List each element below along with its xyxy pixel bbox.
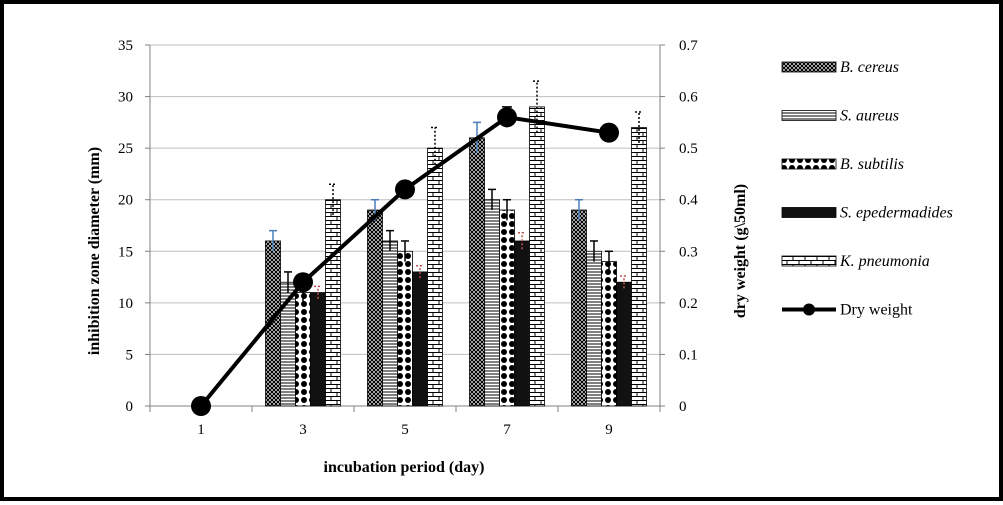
bar-0-3 — [469, 137, 485, 407]
legend-swatch-3 — [781, 207, 837, 218]
legend-swatch-0 — [781, 61, 837, 73]
y-right-tick-label: 0.1 — [679, 347, 698, 363]
y-axis-right-title: dry weight (g\50ml) — [732, 184, 749, 318]
legend-label-3: S. epedermadides — [840, 205, 953, 222]
y-left-tick-label: 35 — [118, 38, 133, 54]
bar-2-1 — [295, 292, 311, 407]
y-left-tick-label: 30 — [118, 90, 133, 106]
x-tick-label: 7 — [503, 422, 511, 438]
y-right-tick-label: 0 — [679, 399, 687, 415]
dry-weight-point — [497, 107, 517, 128]
bar-4-3 — [529, 106, 545, 407]
legend-swatch-1 — [781, 110, 837, 121]
bars — [265, 80, 647, 407]
legend-swatch-4 — [781, 255, 837, 267]
bar-1-4 — [586, 250, 602, 407]
legend-label-dry-weight: Dry weight — [840, 302, 913, 319]
dry-weight-point — [293, 272, 313, 293]
bar-4-1 — [325, 199, 341, 407]
y-left-tick-label: 5 — [126, 347, 134, 363]
legend-label-0: B. cereus — [840, 59, 899, 76]
bar-2-3 — [499, 209, 515, 407]
y-right-tick-label: 0.3 — [679, 244, 698, 260]
bar-3-4 — [616, 281, 632, 407]
y-right-tick-label: 0.2 — [679, 296, 698, 312]
y-left-tick-label: 15 — [118, 244, 133, 260]
bar-3-1 — [310, 292, 326, 407]
legend: B. cereus S. aureus B. subtilis S. epederma… — [781, 59, 953, 319]
x-tick-label: 1 — [197, 422, 205, 438]
bar-3-2 — [412, 271, 428, 407]
x-tick-label: 9 — [605, 422, 613, 438]
dry-weight-point — [191, 396, 211, 416]
y-left-tick-label: 25 — [118, 141, 133, 157]
y-right-tick-label: 0.6 — [679, 90, 698, 106]
bar-3-3 — [514, 240, 530, 407]
bar-4-2 — [427, 147, 443, 407]
legend-label-4: K. pneumonia — [839, 253, 930, 270]
bar-2-2 — [397, 250, 413, 407]
y-left-tick-label: 10 — [118, 296, 133, 312]
dry-weight-line — [191, 106, 619, 416]
dry-weight-point — [599, 122, 619, 143]
x-axis-title: incubation period (day) — [324, 459, 485, 476]
dry-weight-point — [395, 179, 415, 200]
y-right-tick-label: 0.5 — [679, 141, 698, 157]
y-right-tick-label: 0.4 — [679, 193, 698, 209]
y-left-tick-label: 0 — [126, 399, 134, 415]
y-right-tick-label: 0.7 — [679, 38, 698, 54]
x-tick-label: 3 — [299, 422, 307, 438]
x-tick-label: 5 — [401, 422, 409, 438]
legend-line-marker — [803, 303, 815, 316]
bar-1-3 — [484, 199, 500, 407]
bar-0-4 — [571, 209, 587, 407]
y-axis-left-title: inhibition zone diameter (mm) — [86, 147, 103, 355]
bar-2-4 — [601, 261, 617, 407]
legend-label-1: S. aureus — [840, 108, 899, 125]
bar-0-2 — [367, 209, 383, 407]
legend-swatch-2 — [781, 158, 837, 170]
y-left-tick-label: 20 — [118, 193, 133, 209]
bar-4-4 — [631, 127, 647, 407]
legend-label-2: B. subtilis — [840, 156, 904, 173]
bar-1-2 — [382, 240, 398, 407]
